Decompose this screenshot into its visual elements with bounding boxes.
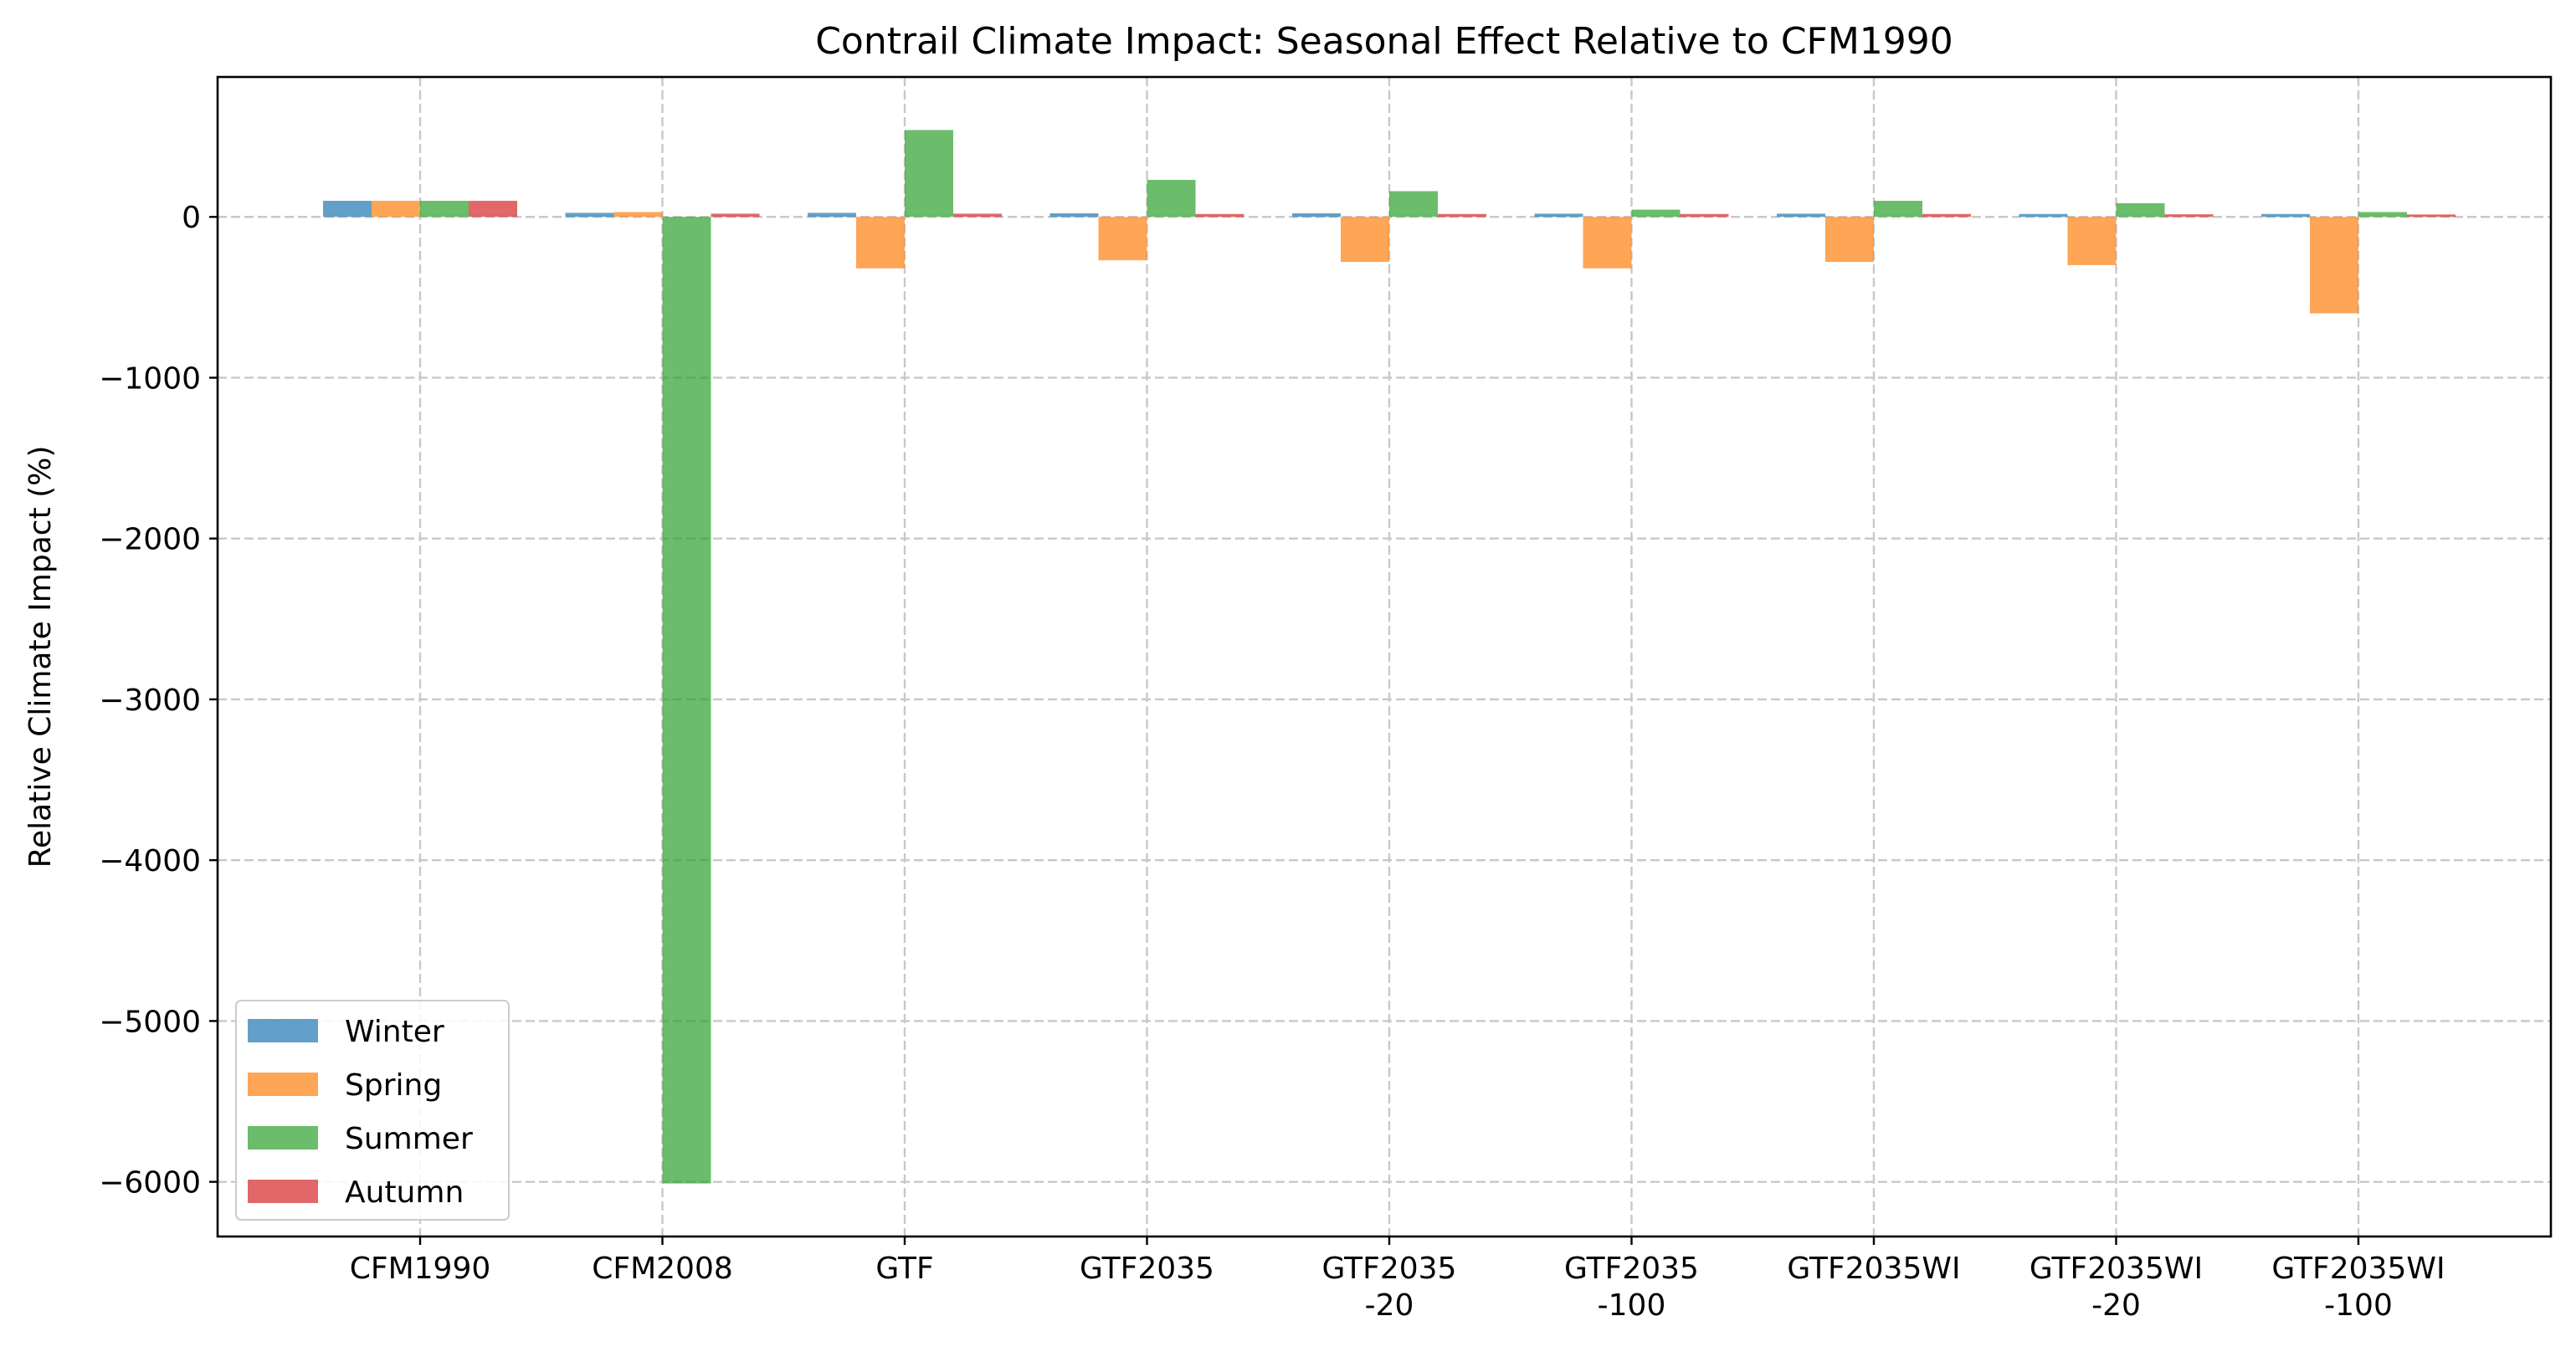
chart-title: Contrail Climate Impact: Seasonal Effect… [815,20,1953,63]
x-tick-label: GTF2035WI [1787,1252,1960,1286]
bar-winter-7 [2019,213,2068,218]
legend: Winter Spring Summer Autumn [235,1000,510,1221]
bar-spring-5 [1583,217,1632,269]
x-tick-label: GTF2035WI -100 [2271,1252,2445,1323]
bar-summer-6 [1874,201,1922,218]
x-tick-label: GTF2035WI -20 [2029,1252,2203,1323]
y-tick-label: −4000 [99,844,201,878]
legend-swatch-winter [248,1019,318,1042]
bar-spring-3 [1098,217,1147,261]
bar-winter-5 [1534,213,1583,218]
y-axis-label: Relative Climate Impact (%) [23,446,58,868]
bar-winter-3 [1049,213,1099,218]
bar-spring-2 [856,217,905,269]
y-axis: 0 −1000 −2000 −3000 −4000 −5000 −6000 [99,201,218,1201]
bar-summer-7 [2116,202,2165,218]
bar-winter-8 [2261,213,2310,218]
y-tick-label: −3000 [99,684,201,718]
x-tick-label: CFM2008 [592,1252,733,1286]
bar-summer-4 [1389,191,1438,218]
bar-winter-2 [808,212,856,218]
bar-spring-8 [2310,217,2358,314]
bar-summer-8 [2358,212,2407,218]
y-tick-label: −2000 [99,523,201,557]
bar-summer-0 [420,201,469,218]
plot-frame [216,75,2553,1238]
x-tick-label: CFM1990 [350,1252,491,1286]
legend-swatch-spring [248,1073,318,1096]
bar-autumn-5 [1680,213,1729,218]
bar-autumn-0 [469,201,517,218]
bar-winter-1 [565,212,614,218]
bar-winter-0 [323,201,372,218]
bar-autumn-2 [953,213,1002,218]
y-tick-label: −6000 [99,1166,201,1201]
bar-spring-7 [2067,217,2117,265]
x-tick-label: GTF2035 -100 [1564,1252,1699,1323]
bar-summer-2 [905,130,953,218]
bar-autumn-8 [2407,214,2455,218]
bars [323,130,2455,1184]
x-tick-label: GTF2035 -20 [1322,1252,1457,1323]
bar-autumn-4 [1438,213,1486,218]
bar-spring-0 [372,201,420,218]
legend-label-autumn: Autumn [345,1175,464,1210]
bar-autumn-6 [1922,213,1971,218]
y-tick-label: −5000 [99,1005,201,1039]
bar-spring-1 [613,212,663,218]
legend-label-winter: Winter [345,1015,444,1049]
bar-summer-5 [1631,209,1681,218]
bar-autumn-1 [711,213,760,218]
bar-winter-4 [1292,213,1341,218]
legend-label-summer: Summer [345,1122,473,1156]
bar-summer-1 [662,217,711,1184]
legend-box [235,1000,510,1221]
x-tick-label: GTF2035 [1080,1252,1214,1286]
bar-spring-4 [1341,217,1389,263]
legend-label-spring: Spring [345,1068,442,1103]
legend-swatch-autumn [248,1180,318,1203]
bar-spring-6 [1825,217,1874,263]
x-tick-label: GTF [875,1252,933,1286]
y-tick-label: 0 [182,201,201,235]
x-axis: CFM1990 CFM2008 GTF GTF2035 GTF2035 -20 GTF203… [350,1237,2445,1323]
legend-swatch-summer [248,1126,318,1150]
bar-autumn-7 [2164,214,2214,218]
bar-winter-6 [1777,213,1825,218]
y-tick-label: −1000 [99,361,201,396]
bar-summer-3 [1147,180,1196,218]
bar-autumn-3 [1195,213,1244,218]
